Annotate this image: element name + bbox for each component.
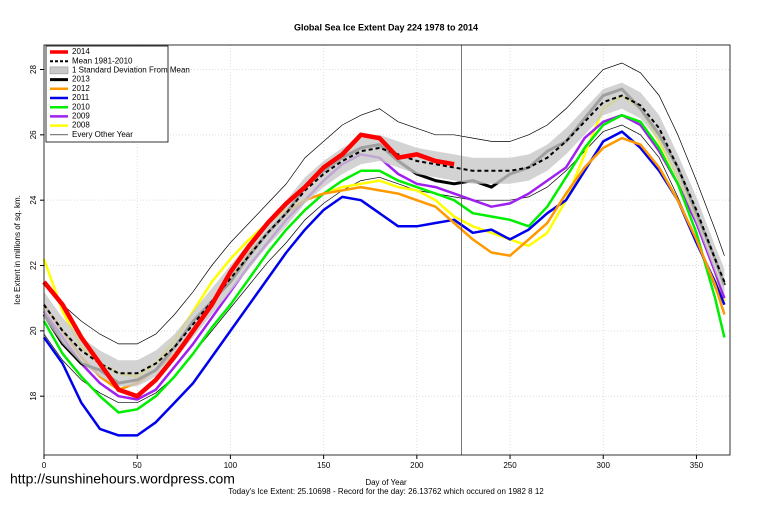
legend-label: 2013: [72, 75, 90, 84]
other-year-line: [43, 62, 725, 345]
legend-label: Every Other Year: [72, 130, 133, 139]
legend-label: 2011: [72, 93, 90, 102]
legend-label: 1 Standard Deviation From Mean: [72, 66, 190, 75]
y-tick-label: 26: [29, 130, 38, 139]
y-axis-label: Ice Extent in millions of sq. km.: [13, 195, 22, 305]
y-tick-label: 20: [29, 326, 38, 335]
plot-lines: [42, 62, 726, 437]
legend-label: Mean 1981-2010: [72, 56, 133, 65]
x-tick-label: 150: [317, 461, 331, 470]
x-axis-label: Day of Year: [365, 478, 407, 487]
x-tick-label: 100: [224, 461, 238, 470]
watermark: http://sunshinehours.wordpress.com: [10, 471, 235, 487]
caption: Today's Ice Extent: 25.10698 - Record fo…: [228, 487, 544, 496]
y-tick-label: 28: [29, 65, 38, 74]
series-line: [42, 132, 455, 399]
other-year-line: [43, 124, 725, 404]
x-tick-label: 350: [690, 461, 704, 470]
plot-frame: [43, 44, 731, 456]
x-tick-label: 50: [133, 461, 142, 470]
x-tick-label: 300: [597, 461, 611, 470]
legend-swatch: [49, 66, 69, 75]
legend-label: 2010: [72, 102, 90, 111]
x-tick-label: 0: [42, 461, 47, 470]
y-tick-label: 22: [29, 261, 38, 270]
y-tick-label: 18: [29, 391, 38, 400]
y-tick-label: 24: [29, 195, 38, 204]
legend-label: 2014: [72, 47, 90, 56]
series-line: [42, 130, 726, 437]
legend-label: 2012: [72, 84, 90, 93]
legend-label: 2008: [72, 121, 90, 130]
x-tick-label: 250: [503, 461, 517, 470]
series-line: [42, 113, 726, 414]
legend-label: 2009: [72, 112, 90, 121]
std-band: [44, 82, 725, 387]
chart-title: Global Sea Ice Extent Day 224 1978 to 20…: [294, 22, 478, 32]
x-tick-label: 200: [410, 461, 424, 470]
